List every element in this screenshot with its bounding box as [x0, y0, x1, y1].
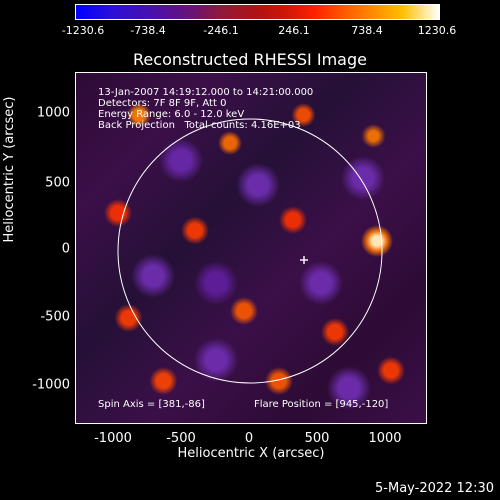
y-tick-label: 0	[61, 241, 70, 257]
y-axis-label: Heliocentric Y (arcsec)	[2, 96, 17, 243]
info-line: Detectors: 7F 8F 9F, Att 0	[98, 98, 227, 109]
rhessi-image-plot: 13-Jan-2007 14:19:12.000 to 14:21:00.000…	[75, 72, 427, 424]
y-tick-label: -500	[40, 309, 70, 325]
x-tick-label: -1000	[94, 431, 132, 446]
y-tick-label: 500	[45, 175, 70, 191]
colorbar-label: -246.1	[203, 24, 239, 37]
x-axis-label: Heliocentric X (arcsec)	[177, 446, 325, 461]
x-tick-label: -500	[166, 431, 196, 446]
y-tick-label: 1000	[36, 105, 70, 121]
generation-date: 5-May-2022 12:30	[375, 481, 494, 496]
solar-limb-circle	[117, 118, 383, 384]
spin-axis-label: Spin Axis = [381,-86]	[98, 399, 205, 410]
colorbar	[75, 4, 440, 20]
colorbar-label: 246.1	[278, 24, 310, 37]
info-line: 13-Jan-2007 14:19:12.000 to 14:21:00.000	[98, 87, 314, 98]
image-background	[76, 73, 426, 423]
flare-position-label: Flare Position = [945,-120]	[254, 399, 389, 410]
colorbar-label: -1230.6	[61, 24, 105, 37]
x-tick-label: 0	[244, 431, 254, 446]
colorbar-label: 1230.6	[417, 24, 457, 37]
colorbar-label: 738.4	[351, 24, 383, 37]
info-line: Back Projection Total counts: 4.16E+03	[98, 120, 301, 131]
x-tick-label: 500	[304, 431, 330, 446]
y-tick-label: -1000	[32, 377, 70, 393]
overlay	[117, 118, 383, 384]
plot-title: Reconstructed RHESSI Image	[133, 50, 367, 69]
colorbar-label: -738.4	[130, 24, 166, 37]
info-line: Energy Range: 6.0 - 12.0 keV	[98, 109, 245, 120]
x-tick-label: 1000	[368, 431, 402, 446]
